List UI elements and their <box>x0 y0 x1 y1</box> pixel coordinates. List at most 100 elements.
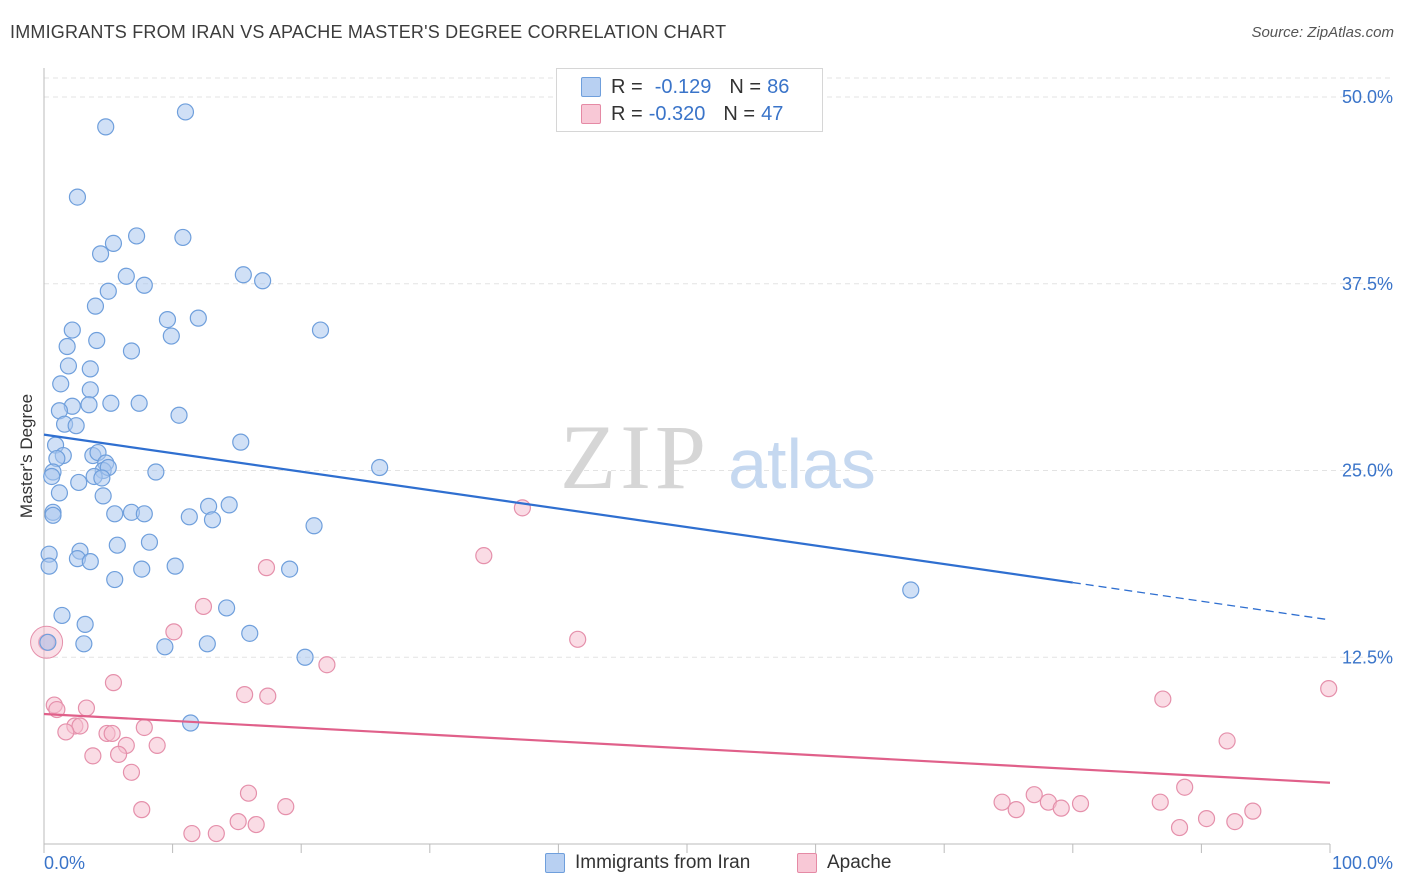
iran-point <box>108 536 126 554</box>
iran-point <box>234 266 252 284</box>
iran-point <box>81 381 99 399</box>
iran-point <box>166 557 184 575</box>
apache-point <box>77 699 96 717</box>
iran-point <box>106 505 124 523</box>
legend-r-label: R = <box>611 102 643 125</box>
y-tick-label: 50.0% <box>1342 87 1393 107</box>
iran-point <box>220 496 238 514</box>
y-tick-label: 25.0% <box>1342 461 1393 481</box>
series-legend-apache[interactable]: Apache <box>797 852 891 874</box>
iran-point <box>59 357 78 375</box>
apache-point <box>277 798 295 816</box>
apache-point <box>109 745 128 763</box>
apache-point <box>229 812 247 831</box>
apache-point <box>1154 690 1172 708</box>
iran-point <box>52 375 70 393</box>
iran-point <box>198 635 216 653</box>
apache-point <box>1052 799 1070 817</box>
trend-lines <box>43 433 1331 784</box>
legend-r-label: R = <box>611 75 643 98</box>
apache-point <box>183 824 201 843</box>
iran-point <box>94 487 112 505</box>
apache-point <box>1244 802 1262 820</box>
iran-point <box>189 309 207 327</box>
apache-point <box>122 763 141 781</box>
iran-trend-extension <box>1072 581 1331 621</box>
y-tick-label: 12.5% <box>1342 647 1393 667</box>
iran-point <box>156 638 174 656</box>
x-tick-label: 100.0% <box>1332 853 1393 873</box>
iran-point <box>296 648 314 666</box>
iran-point <box>39 633 57 651</box>
iran-point <box>122 342 141 360</box>
series-swatch-apache <box>797 853 817 873</box>
iran-point <box>75 635 93 653</box>
apache-point <box>1197 810 1216 828</box>
apache-point <box>1218 732 1236 750</box>
legend-swatch-apache <box>581 104 601 124</box>
iran-point <box>232 433 250 451</box>
y-tick-label: 37.5% <box>1342 274 1393 294</box>
chart-title: IMMIGRANTS FROM IRAN VS APACHE MASTER'S … <box>10 22 727 42</box>
iran-point <box>81 360 99 378</box>
apache-trend-line <box>43 712 1331 784</box>
iran-point <box>254 272 272 290</box>
apache-point <box>236 685 254 704</box>
iran-point <box>117 267 135 285</box>
apache-point <box>259 687 277 705</box>
apache-point <box>135 718 153 737</box>
iran-point <box>218 599 236 617</box>
iran-point <box>53 606 71 625</box>
iran-point <box>86 297 105 315</box>
y-axis-label: Master's Degree <box>17 394 36 518</box>
legend-swatch-iran <box>581 77 601 97</box>
iran-point <box>241 624 259 642</box>
apache-point <box>1071 795 1090 813</box>
apache-point <box>57 723 75 741</box>
iran-point <box>106 570 124 589</box>
iran-point <box>40 557 58 575</box>
iran-point <box>305 517 323 535</box>
series-name-iran: Immigrants from Iran <box>575 852 751 873</box>
iran-point <box>58 337 76 356</box>
apache-point <box>569 630 587 648</box>
iran-point <box>130 394 148 412</box>
iran-point <box>50 484 69 502</box>
iran-point <box>170 406 188 424</box>
apache-point <box>1025 786 1043 804</box>
iran-point <box>162 327 180 345</box>
iran-point <box>203 511 222 529</box>
iran-point <box>174 228 192 247</box>
correlation-legend: R = -0.129 N = 86 R = -0.320 N = 47 <box>556 68 823 132</box>
iran-point <box>158 311 177 329</box>
legend-n-value-iran: 86 <box>767 75 790 98</box>
iran-point <box>68 188 87 206</box>
apache-point <box>257 559 276 577</box>
apache-point <box>318 656 336 674</box>
apache-point <box>194 597 213 616</box>
apache-point <box>247 815 265 834</box>
iran-point <box>311 321 330 339</box>
iran-point <box>140 533 159 551</box>
tick-labels: 12.5% 25.0% 37.5% 50.0% 0.0% 100.0% <box>44 87 1393 873</box>
series-legend-iran[interactable]: Immigrants from Iran <box>545 852 750 874</box>
series-name-apache: Apache <box>827 852 892 873</box>
apache-point <box>475 547 493 565</box>
iran-point <box>80 396 98 414</box>
apache-point <box>1007 801 1025 819</box>
iran-point <box>99 282 117 300</box>
apache-point <box>84 747 102 765</box>
legend-row-apache: R = -0.320 N = 47 <box>581 101 783 127</box>
legend-r-value-iran: -0.129 <box>654 75 712 98</box>
iran-point <box>91 245 110 263</box>
watermark-zip: ZIP <box>560 406 710 508</box>
apache-point <box>148 736 166 754</box>
iran-point <box>93 469 111 487</box>
iran-point <box>102 394 120 412</box>
iran-point <box>88 331 106 350</box>
iran-point <box>104 234 123 253</box>
iran-point <box>371 458 389 477</box>
apache-point <box>1170 818 1189 837</box>
apache-point <box>133 801 151 819</box>
